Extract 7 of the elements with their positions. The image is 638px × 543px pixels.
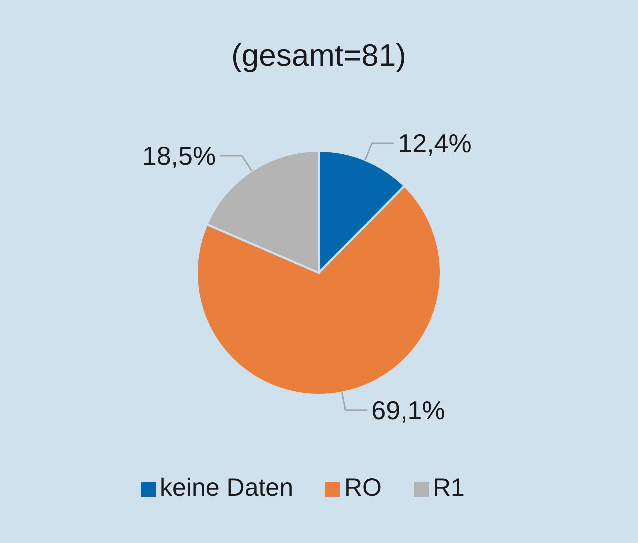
legend-label: keine Daten — [160, 474, 294, 502]
data-label: 18,5% — [142, 140, 216, 171]
legend-label: RO — [344, 474, 382, 502]
chart-title: (gesamt=81) — [230, 37, 408, 75]
data-label: 69,1% — [372, 395, 446, 426]
data-label: 12,4% — [398, 128, 472, 158]
legend-label: R1 — [432, 474, 465, 502]
